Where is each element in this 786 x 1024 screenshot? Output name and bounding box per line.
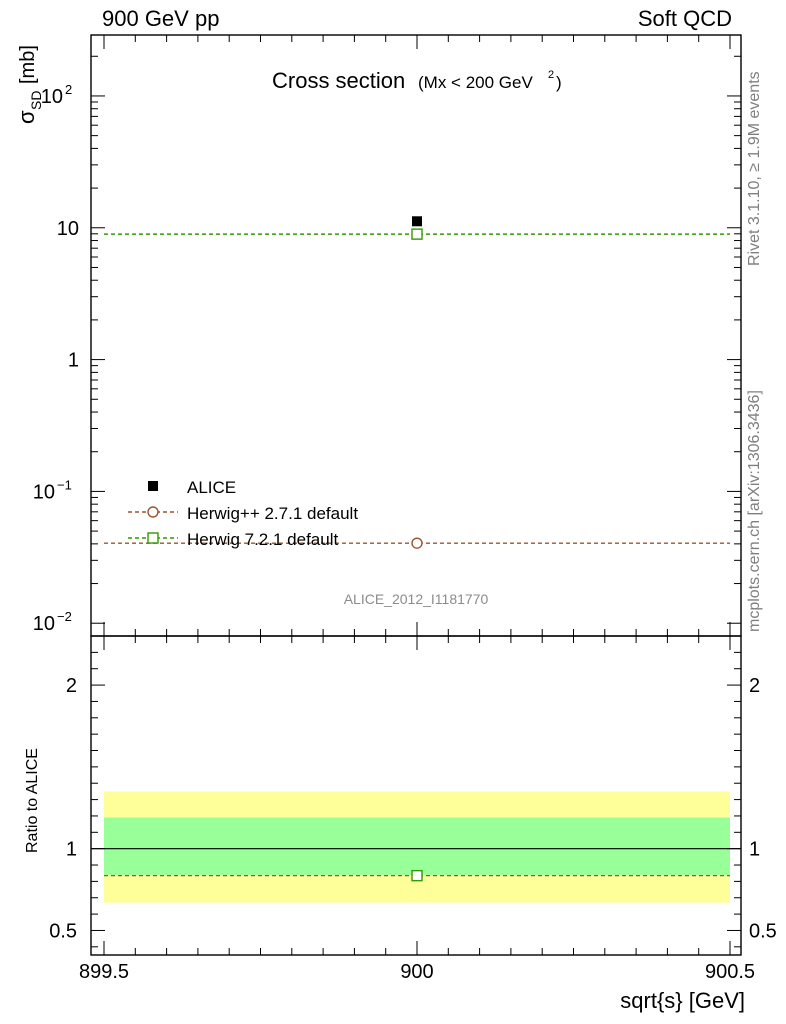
y-tick-label: 10 — [57, 218, 79, 240]
x-tick-label: 900.5 — [705, 961, 755, 983]
legend-label-2: Herwig 7.2.1 default — [187, 530, 338, 549]
y-tick-exp: 2 — [65, 82, 72, 97]
data-point-alice — [412, 216, 422, 227]
legend-label-0: ALICE — [187, 478, 236, 497]
analysis-annotation: ALICE_2012_I1181770 — [344, 591, 489, 607]
ratio-y-tick-label-right: 0.5 — [749, 920, 777, 942]
x-tick-label: 900 — [400, 961, 433, 983]
y-tick-label: 1 — [68, 350, 79, 372]
ratio-y-tick-label-right: 2 — [749, 675, 760, 697]
chart-title-close: ) — [556, 73, 562, 92]
ratio-point-herwig7 — [411, 869, 423, 882]
ratio-y-tick-label-right: 1 — [749, 839, 760, 861]
chart-title-sup: 2 — [548, 69, 554, 81]
ratio-y-axis-label-group: Ratio to ALICE — [24, 748, 41, 853]
ratio-frame — [90, 635, 742, 956]
y-tick-label: 10 — [33, 613, 55, 635]
legend-label-1: Herwig++ 2.7.1 default — [187, 504, 358, 523]
y-axis-label-main: σSD [mb] — [14, 45, 44, 124]
legend-marker-herwig7 — [147, 532, 159, 544]
y-tick-exp: −1 — [57, 477, 72, 492]
mc-point-herwigpp — [411, 537, 423, 549]
x-axis-label: sqrt{s} [GeV] — [620, 988, 745, 1013]
header-left-label: 900 GeV pp — [102, 6, 220, 31]
ratio-y-tick-label-left: 1 — [66, 839, 77, 861]
ratio-y-axis-label: Ratio to ALICE — [24, 748, 41, 853]
x-tick-label: 899.5 — [79, 961, 129, 983]
legend-marker-alice — [148, 481, 158, 491]
y-label-sub: SD — [28, 91, 44, 110]
chart-title: Cross section — [272, 68, 405, 93]
legend-marker-herwigpp — [147, 506, 159, 518]
ratio-y-tick-label-left: 0.5 — [49, 920, 77, 942]
ratio-band-stat-uncertainty — [104, 817, 730, 875]
header-right-label: Soft QCD — [637, 6, 732, 31]
y-label-sigma: σ — [14, 110, 39, 124]
y-tick-exp: −2 — [57, 609, 72, 624]
ratio-y-tick-label-left: 2 — [66, 675, 77, 697]
chart-title-suffix: (Mx < 200 GeV — [418, 73, 533, 92]
mc-point-herwig7 — [411, 228, 423, 240]
y-tick-label: 10 — [41, 86, 63, 108]
y-label-unit: [mb] — [17, 45, 39, 84]
y-tick-label: 10 — [33, 481, 55, 503]
